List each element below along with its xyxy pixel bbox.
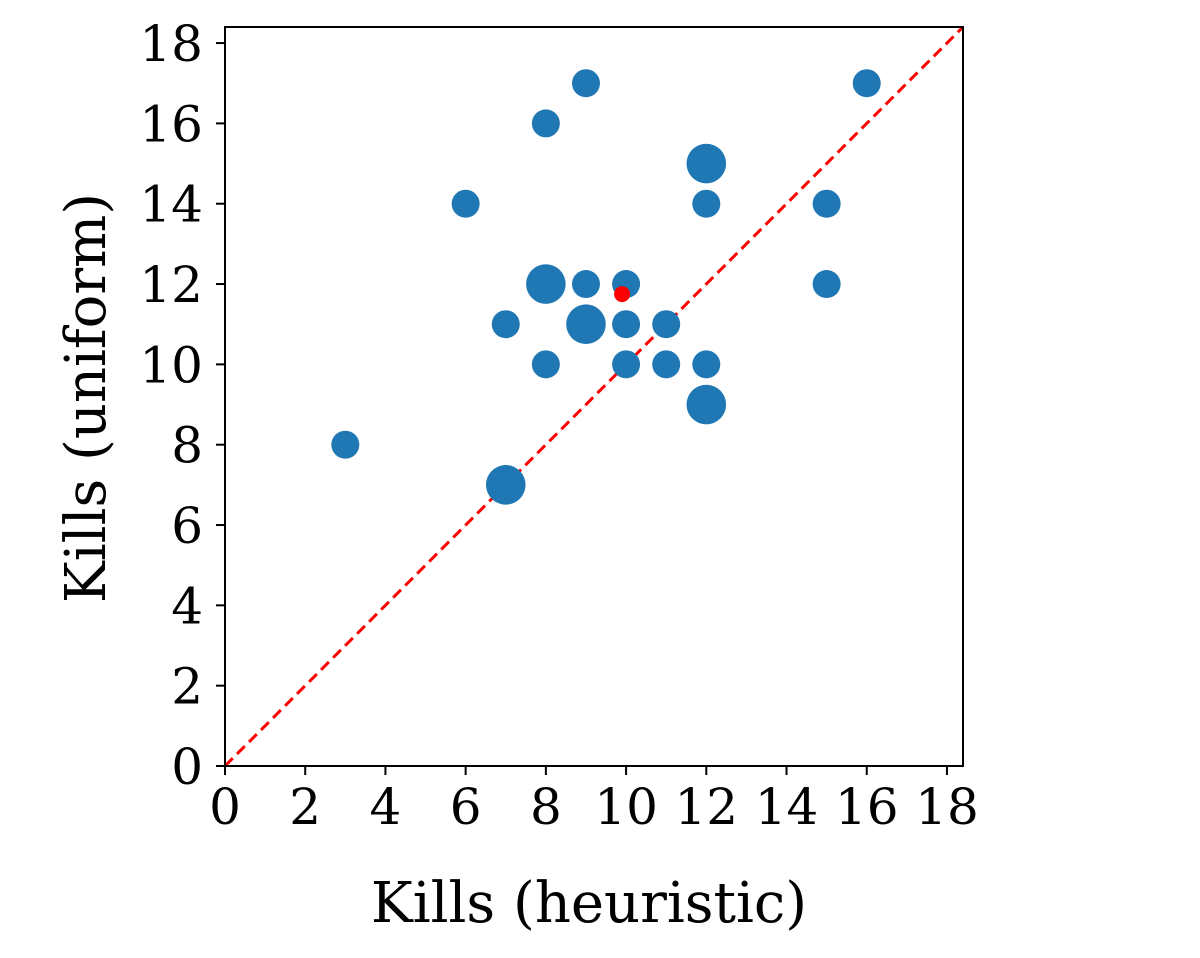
y-tick-label: 14 [139, 176, 203, 234]
scatter-point [812, 270, 841, 299]
scatter-point [531, 109, 560, 138]
x-tick-label: 12 [674, 778, 738, 836]
scatter-point [692, 350, 721, 379]
x-axis-title: Kills (heuristic) [371, 871, 807, 936]
scatter-point [612, 350, 641, 379]
y-tick-label: 6 [171, 497, 203, 555]
scatter-point [652, 350, 681, 379]
scatter-point [571, 270, 600, 299]
scatter-point [331, 430, 360, 459]
x-tick-label: 10 [594, 778, 658, 836]
scatter-point [692, 189, 721, 218]
scatter-point [652, 310, 681, 339]
scatter-point [686, 384, 727, 425]
scatter-point [531, 350, 560, 379]
y-tick-label: 10 [139, 336, 203, 394]
x-tick-label: 16 [835, 778, 899, 836]
x-tick-label: 2 [289, 778, 321, 836]
x-tick-label: 4 [370, 778, 402, 836]
plot-marks [223, 25, 965, 768]
x-tick-label: 0 [209, 778, 241, 836]
scatter-point [812, 189, 841, 218]
y-tick-label: 16 [139, 95, 203, 153]
reference-line [223, 25, 965, 768]
y-tick-label: 2 [171, 658, 203, 716]
scatter-point [491, 310, 520, 339]
x-tick-label: 14 [755, 778, 819, 836]
mean-point [614, 286, 631, 303]
x-tick-label: 8 [530, 778, 562, 836]
x-tick-label: 18 [915, 778, 979, 836]
scatter-point [566, 304, 606, 345]
scatter-point [852, 69, 881, 98]
plot-frame [224, 26, 964, 767]
y-tick-label: 8 [171, 417, 203, 475]
scatter-point [686, 143, 727, 184]
scatter-point [612, 310, 641, 339]
y-tick-label: 18 [139, 15, 203, 73]
y-tick-label: 4 [171, 577, 203, 635]
y-tick-label: 12 [139, 256, 203, 314]
y-axis-title: Kills (uniform) [54, 193, 119, 603]
y-tick-label: 0 [171, 738, 203, 796]
scatter-point [485, 465, 526, 505]
scatter-point [571, 69, 600, 98]
scatter-point [526, 264, 566, 304]
x-tick-label: 6 [450, 778, 482, 836]
scatter-point [451, 189, 480, 218]
